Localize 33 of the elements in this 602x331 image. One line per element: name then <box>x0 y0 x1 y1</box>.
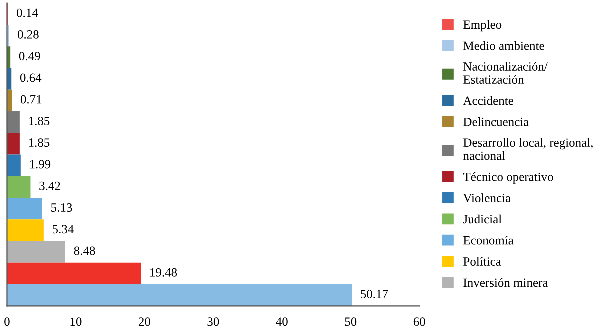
data-label: 19.48 <box>150 268 178 277</box>
data-label: 1.99 <box>30 160 51 169</box>
x-tick-label: 20 <box>138 318 150 326</box>
data-label: 0.49 <box>19 52 40 61</box>
x-tick-label: 30 <box>208 318 220 326</box>
legend-label: Política <box>464 257 502 266</box>
data-label: 0.71 <box>20 95 42 104</box>
legend-label: Desarrollo local, regional, nacional <box>464 138 593 160</box>
legend-label: Medio ambiente <box>464 41 544 50</box>
data-label: 1.85 <box>29 138 50 148</box>
data-label: 0.64 <box>20 74 42 82</box>
legend-label: Violencia <box>463 194 511 203</box>
data-label: 5.34 <box>52 225 74 234</box>
data-label: 0.14 <box>16 8 38 18</box>
legend-label: Economía <box>464 236 514 245</box>
legend-label: Delincuencia <box>464 118 529 126</box>
data-label: 50.17 <box>361 290 388 299</box>
legend-label: Nacionalización/ Estatización <box>464 62 548 84</box>
data-label: 1.85 <box>29 116 50 126</box>
x-tick-label: 60 <box>414 318 426 326</box>
data-label: 8.48 <box>74 246 96 256</box>
x-tick-label: 40 <box>276 318 288 326</box>
data-label: 5.13 <box>52 204 72 212</box>
legend-label: Empleo <box>464 20 502 32</box>
x-tick-label: 50 <box>345 318 357 326</box>
data-label: 3.42 <box>40 182 60 190</box>
legend-label: Accidente <box>463 96 514 106</box>
legend-label: Inversión minera <box>464 278 548 288</box>
data-label: 0.28 <box>18 30 39 39</box>
legend-label: Técnico operativo <box>463 172 554 184</box>
x-tick-label: 0 <box>4 318 10 326</box>
legend-label: Judicial <box>463 214 502 224</box>
x-tick-label: 10 <box>70 318 82 326</box>
